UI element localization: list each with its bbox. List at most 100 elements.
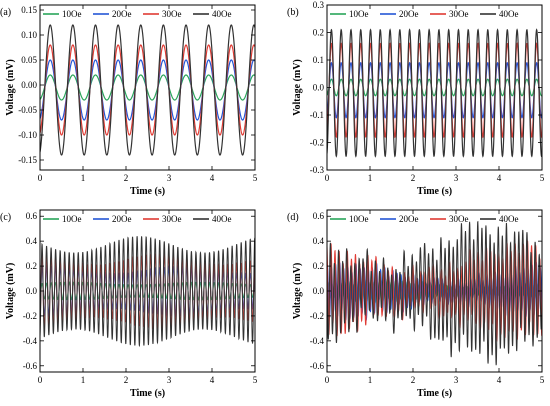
x-tick-label: 3	[454, 173, 459, 183]
x-axis-title: Time (s)	[417, 388, 452, 399]
y-axis-title: Voltage (mV)	[292, 59, 303, 116]
y-tick-label: 0.4	[26, 236, 38, 246]
legend-label-20oe: 20Oe	[399, 9, 419, 19]
x-tick-label: 2	[411, 375, 416, 385]
legend-label-10oe: 10Oe	[62, 9, 82, 19]
y-tick-label: -0.4	[310, 336, 325, 346]
y-tick-label: 0.3	[313, 0, 325, 10]
x-tick-label: 4	[210, 375, 215, 385]
legend-label-10oe: 10Oe	[62, 214, 82, 224]
legend-label-40oe: 40Oe	[212, 9, 232, 19]
chart-panel-a: (a) 0.15 0.10 0.05 0.00 -0.05 -0.10 -0.150 1 2 3 4 5…	[0, 4, 258, 197]
series-line-40oe	[327, 28, 542, 158]
y-tick-label: -0.2	[310, 138, 324, 148]
legend-label-40oe: 40Oe	[499, 214, 519, 224]
legend-label-20oe: 20Oe	[112, 214, 132, 224]
y-tick-label: 0.1	[313, 55, 324, 65]
y-tick-label: -0.05	[18, 105, 37, 115]
x-tick-label: 5	[253, 173, 258, 183]
series-group	[327, 220, 542, 366]
y-tick-label: -0.6	[23, 361, 38, 371]
y-axis-title: Voltage (mV)	[5, 59, 16, 116]
y-tick-label: 0.6	[26, 211, 38, 221]
y-tick-label: -0.3	[310, 165, 325, 175]
y-tick-label: 0.05	[21, 55, 37, 65]
x-tick-label: 4	[210, 173, 215, 183]
panel-label: (b)	[287, 7, 299, 18]
legend-label-10oe: 10Oe	[349, 9, 369, 19]
y-tick-label: -0.1	[310, 110, 324, 120]
legend: 10Oe 20Oe 30Oe 40Oe	[43, 9, 232, 19]
series-group	[40, 236, 255, 348]
series-line-40oe	[40, 24, 255, 156]
series-group	[40, 24, 255, 156]
legend: 10Oe 20Oe 30Oe 40Oe	[330, 214, 519, 224]
y-tick-label: 0.2	[313, 261, 324, 271]
y-tick-label: -0.2	[23, 311, 37, 321]
x-axis-title: Time (s)	[130, 388, 165, 399]
legend: 10Oe 20Oe 30Oe 40Oe	[330, 9, 519, 19]
y-tick-label: -0.10	[18, 130, 37, 140]
x-tick-label: 4	[497, 173, 502, 183]
legend-label-10oe: 10Oe	[349, 214, 369, 224]
x-tick-label: 0	[325, 375, 330, 385]
x-tick-label: 2	[124, 375, 129, 385]
x-tick-label: 2	[124, 173, 129, 183]
x-tick-label: 1	[368, 375, 373, 385]
panel-label: (a)	[0, 7, 11, 18]
legend: 10Oe 20Oe 30Oe 40Oe	[43, 214, 232, 224]
x-tick-label: 5	[540, 375, 545, 385]
y-tick-label: 0.6	[313, 211, 325, 221]
y-tick-label: -0.2	[310, 311, 324, 321]
x-tick-label: 5	[253, 375, 258, 385]
series-line-30oe	[327, 239, 542, 342]
x-tick-label: 0	[38, 173, 43, 183]
legend-label-20oe: 20Oe	[112, 9, 132, 19]
chart-panel-d: (d) 0.6 0.4 0.2 0.0 -0.2 -0.4 -0.60 1 2 3 4 5 Time (s…	[287, 209, 545, 399]
y-tick-label: -0.15	[18, 155, 37, 165]
series-line-40oe	[327, 220, 542, 366]
chart-panel-c: (c) 0.6 0.4 0.2 0.0 -0.2 -0.4 -0.60 1 2 3 4 5 Time (s…	[0, 209, 258, 399]
y-tick-label: -0.6	[310, 361, 325, 371]
y-axis-title: Voltage (mV)	[292, 263, 303, 320]
x-tick-label: 3	[167, 375, 172, 385]
plot-frame	[39, 4, 256, 171]
x-tick-label: 3	[454, 375, 459, 385]
x-tick-label: 1	[81, 173, 86, 183]
y-tick-label: 0.0	[313, 83, 325, 93]
x-tick-label: 2	[411, 173, 416, 183]
y-tick-label: 0.15	[21, 5, 37, 15]
legend-label-30oe: 30Oe	[162, 9, 182, 19]
legend-label-40oe: 40Oe	[212, 214, 232, 224]
y-axis-title: Voltage (mV)	[5, 263, 16, 320]
panel-label: (c)	[0, 212, 11, 223]
legend-label-30oe: 30Oe	[449, 9, 469, 19]
series-line-10oe	[40, 74, 255, 101]
y-tick-label: 0.2	[313, 28, 324, 38]
x-tick-label: 4	[497, 375, 502, 385]
series-line-40oe	[40, 236, 255, 348]
y-tick-label: -0.4	[23, 336, 38, 346]
series-group	[327, 28, 542, 158]
x-axis-title: Time (s)	[417, 186, 452, 197]
legend-label-20oe: 20Oe	[399, 214, 419, 224]
panel-label: (d)	[287, 212, 299, 223]
y-tick-label: 0.00	[21, 80, 37, 90]
chart-panel-b: (b) 0.3 0.2 0.1 0.0 -0.1 -0.2 -0.30 1 2 3 4 5 Time (s…	[287, 0, 545, 197]
legend-label-40oe: 40Oe	[499, 9, 519, 19]
x-tick-label: 0	[38, 375, 43, 385]
x-axis-title: Time (s)	[130, 186, 165, 197]
y-tick-label: 0.2	[26, 261, 37, 271]
x-tick-label: 0	[325, 173, 330, 183]
x-tick-label: 1	[368, 173, 373, 183]
x-tick-label: 3	[167, 173, 172, 183]
x-tick-label: 5	[540, 173, 545, 183]
y-tick-label: 0.0	[26, 286, 38, 296]
y-tick-label: 0.10	[21, 30, 37, 40]
y-tick-label: 0.4	[313, 236, 325, 246]
legend-label-30oe: 30Oe	[162, 214, 182, 224]
x-tick-label: 1	[81, 375, 86, 385]
legend-label-30oe: 30Oe	[449, 214, 469, 224]
y-tick-label: 0.0	[313, 286, 325, 296]
